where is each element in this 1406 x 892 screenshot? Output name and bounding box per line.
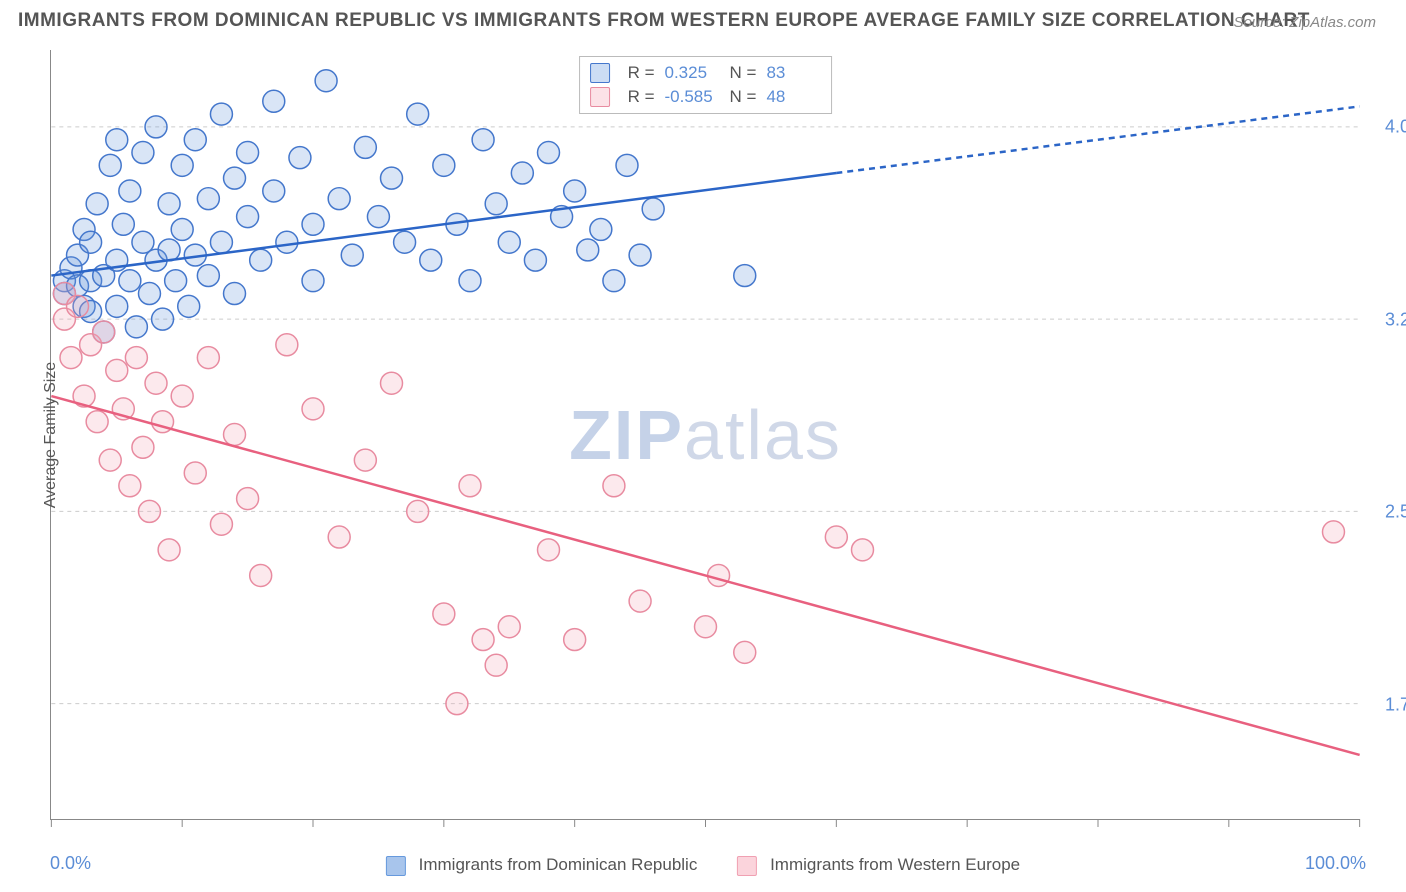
correlation-legend: R = 0.325 N = 83 R = -0.585 N = 48 xyxy=(579,56,833,114)
series-legend: Immigrants from Dominican Republic Immig… xyxy=(386,855,1020,876)
plot-area: Average Family Size ZIPatlas R = 0.325 N… xyxy=(50,50,1360,820)
n-label: N = xyxy=(730,63,757,83)
y-tick-label: 1.75 xyxy=(1370,694,1406,715)
legend-swatch-1 xyxy=(590,87,610,107)
x-tick-right: 100.0% xyxy=(1305,853,1366,874)
n-value-0: 83 xyxy=(766,63,821,83)
legend-label-1: Immigrants from Western Europe xyxy=(770,855,1020,874)
legend-item-0: Immigrants from Dominican Republic xyxy=(386,855,697,876)
legend-swatch-0 xyxy=(590,63,610,83)
legend-item-1: Immigrants from Western Europe xyxy=(737,855,1020,876)
y-tick-label: 3.25 xyxy=(1370,309,1406,330)
chart-svg xyxy=(51,50,1360,819)
legend-swatch-bottom-0 xyxy=(386,856,406,876)
legend-label-0: Immigrants from Dominican Republic xyxy=(419,855,698,874)
x-tick-left: 0.0% xyxy=(50,853,91,874)
n-label: N = xyxy=(730,87,757,107)
r-label: R = xyxy=(628,87,655,107)
legend-swatch-bottom-1 xyxy=(737,856,757,876)
r-label: R = xyxy=(628,63,655,83)
source-label: Source: ZipAtlas.com xyxy=(1233,14,1376,31)
r-value-0: 0.325 xyxy=(665,63,720,83)
chart-title: IMMIGRANTS FROM DOMINICAN REPUBLIC VS IM… xyxy=(18,10,1310,32)
r-value-1: -0.585 xyxy=(665,87,720,107)
y-tick-label: 2.50 xyxy=(1370,502,1406,523)
legend-row-series-1: R = -0.585 N = 48 xyxy=(590,85,822,109)
y-tick-label: 4.00 xyxy=(1370,117,1406,138)
legend-row-series-0: R = 0.325 N = 83 xyxy=(590,61,822,85)
n-value-1: 48 xyxy=(766,87,821,107)
